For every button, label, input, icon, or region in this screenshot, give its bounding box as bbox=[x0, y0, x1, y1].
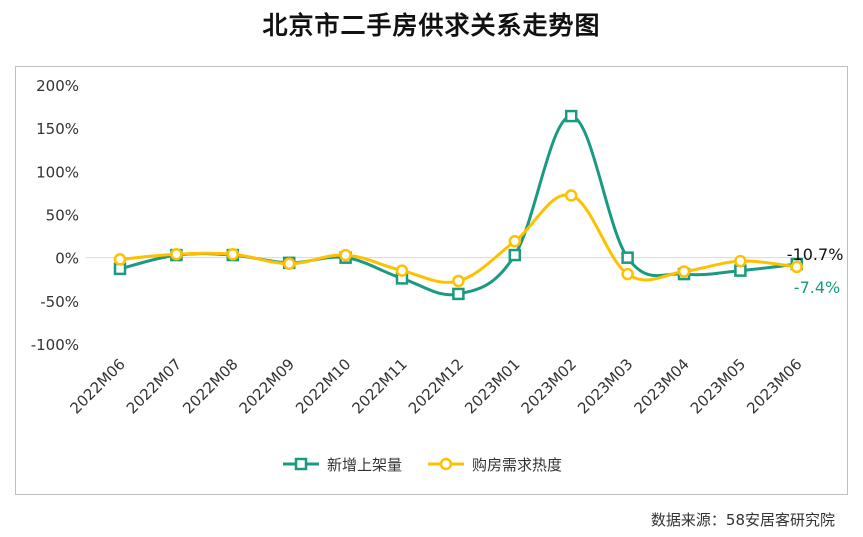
supply-last-value-label: -7.4% bbox=[794, 278, 840, 297]
demand-point bbox=[790, 260, 804, 274]
x-tick-label: 2022M09 bbox=[236, 355, 298, 417]
y-tick-label: 150% bbox=[36, 120, 79, 138]
supply-point bbox=[564, 109, 578, 123]
legend-marker-supply bbox=[294, 457, 308, 471]
demand-point bbox=[339, 248, 352, 262]
y-tick-label: 200% bbox=[36, 77, 79, 95]
legend-label-demand: 购房需求热度 bbox=[472, 456, 562, 474]
demand-point bbox=[677, 265, 691, 278]
chart-title: 北京市二手房供求关系走势图 bbox=[262, 11, 601, 40]
demand-point bbox=[226, 247, 240, 261]
x-tick-label: 2022M06 bbox=[66, 355, 128, 417]
supply-point bbox=[621, 251, 634, 264]
series-line-supply bbox=[119, 114, 797, 297]
x-tick-label: 2023M02 bbox=[518, 355, 580, 417]
y-tick-label: 50% bbox=[46, 207, 79, 225]
demand-last-value-label: -10.7% bbox=[787, 245, 844, 264]
demand-point bbox=[452, 274, 465, 288]
x-tick-label: 2022M12 bbox=[405, 355, 467, 417]
x-tick-label: 2022M07 bbox=[123, 355, 185, 417]
legend-marker-demand bbox=[439, 457, 453, 471]
y-tick-label: -100% bbox=[31, 336, 79, 354]
demand-point bbox=[282, 257, 296, 270]
chart-frame bbox=[15, 66, 848, 495]
x-tick-label: 2023M01 bbox=[461, 355, 523, 417]
demand-point bbox=[508, 235, 522, 248]
x-tick-label: 2023M05 bbox=[687, 355, 749, 417]
x-tick-label: 2023M04 bbox=[630, 355, 692, 417]
data-source: 数据来源：58安居客研究院 bbox=[650, 511, 835, 529]
demand-point bbox=[734, 254, 747, 268]
x-tick-label: 2022M08 bbox=[179, 355, 241, 417]
legend-label-supply: 新增上架量 bbox=[327, 456, 402, 474]
x-tick-label: 2022M11 bbox=[348, 355, 410, 417]
x-tick-label: 2022M10 bbox=[292, 355, 354, 417]
demand-point bbox=[395, 264, 409, 277]
y-tick-label: 100% bbox=[36, 163, 79, 181]
demand-point bbox=[621, 267, 634, 281]
y-tick-label: -50% bbox=[40, 293, 79, 311]
y-tick-label: 0% bbox=[55, 250, 79, 268]
x-tick-label: 2023M03 bbox=[574, 355, 636, 417]
series-line-demand bbox=[119, 193, 797, 284]
supply-point bbox=[508, 248, 522, 262]
demand-point bbox=[113, 253, 127, 266]
demand-point bbox=[564, 189, 578, 202]
supply-point bbox=[452, 287, 465, 301]
demand-point bbox=[170, 247, 183, 261]
x-tick-label: 2023M06 bbox=[743, 355, 805, 417]
